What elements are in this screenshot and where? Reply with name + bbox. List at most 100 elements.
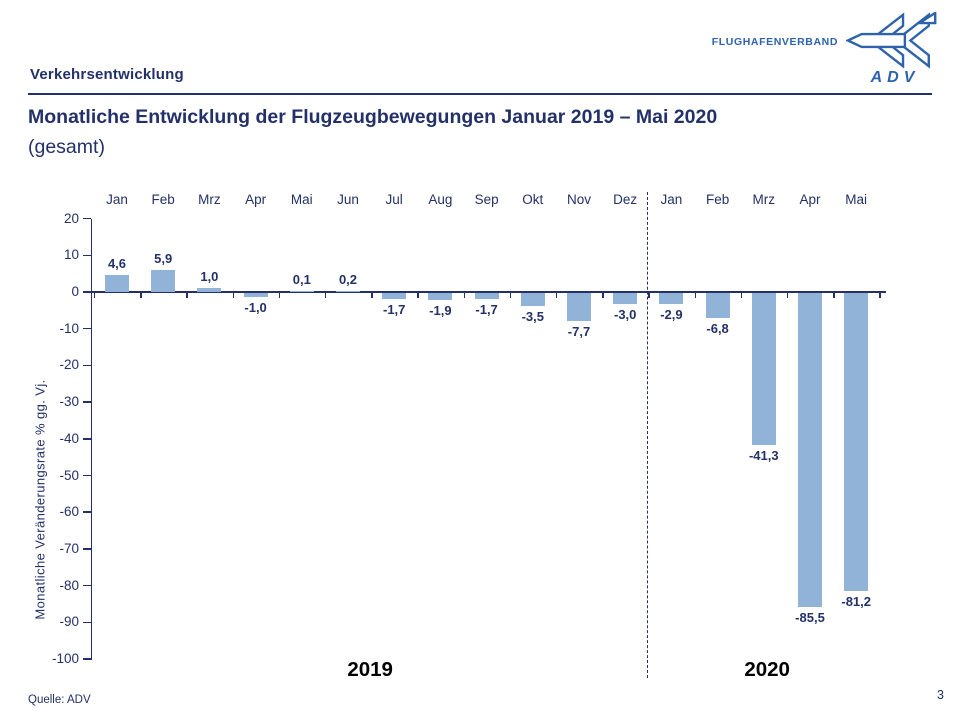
x-axis-tick — [694, 293, 696, 298]
bar-value-label: -1,7 — [382, 302, 406, 318]
x-axis-tick — [740, 293, 743, 298]
y-axis-tick — [82, 438, 91, 440]
chart-bar — [751, 293, 776, 445]
x-axis-tick — [879, 293, 881, 298]
y-axis-tick-label: -60 — [59, 504, 79, 520]
y-axis-tick-label: -100 — [51, 651, 79, 666]
y-axis-tick — [82, 511, 91, 513]
x-axis-tick — [602, 293, 604, 298]
x-axis-month-label: Nov — [566, 192, 591, 207]
chart-bar — [197, 288, 222, 292]
y-axis-tick-label: 20 — [63, 210, 79, 226]
logo-acronym-text: ADV — [870, 69, 920, 86]
x-axis-month-label: Sep — [474, 192, 499, 207]
year-label: 2020 — [744, 658, 790, 681]
y-axis-tick-label: -40 — [59, 430, 79, 446]
logo-brand-text: FLUGHAFENVERBAND — [711, 36, 838, 48]
y-axis-tick-label: -50 — [59, 467, 79, 483]
bar-value-label: -3,0 — [613, 307, 637, 322]
x-axis-tick — [509, 293, 512, 298]
x-axis-month-label: Jun — [337, 192, 359, 207]
x-axis-tick — [93, 293, 96, 298]
y-axis-tick — [82, 217, 91, 220]
y-axis-tick — [82, 584, 91, 587]
x-axis-month-label: Dez — [613, 192, 638, 207]
x-axis-tick — [278, 293, 281, 298]
x-axis-tick — [786, 293, 789, 298]
x-axis-tick — [463, 293, 465, 298]
y-axis-tick-label: -70 — [59, 540, 79, 556]
x-axis-tick — [232, 293, 234, 298]
y-axis-tick — [82, 548, 91, 550]
bar-value-label: 5,9 — [154, 251, 173, 267]
x-axis-tick — [648, 293, 650, 298]
bar-value-label: 0,1 — [292, 272, 311, 287]
x-axis-tick — [417, 293, 419, 298]
x-axis-month-label: Apr — [799, 192, 821, 207]
x-axis-tick — [555, 293, 558, 298]
chart-bar — [336, 291, 360, 292]
bar-value-label: 4,6 — [107, 256, 127, 272]
page-title: Monatliche Entwicklung der Flugzeugbeweg… — [28, 102, 717, 162]
chart-bar — [151, 270, 176, 292]
x-axis-month-label: Jul — [385, 192, 403, 207]
y-axis-tick-label: -30 — [59, 394, 79, 410]
y-axis-tick-label: 0 — [71, 284, 79, 299]
source-note: Quelle: ADV — [28, 694, 91, 706]
y-axis-tick — [82, 291, 91, 293]
y-axis-tick — [82, 327, 91, 330]
section-header: Verkehrsentwicklung — [30, 66, 184, 83]
y-axis-tick — [82, 658, 91, 660]
page-title-line2: (gesamt) — [28, 136, 105, 158]
chart-bar — [705, 293, 730, 318]
y-axis-tick — [82, 364, 91, 367]
x-axis-tick — [140, 293, 142, 298]
x-axis-month-label: Mrz — [752, 192, 776, 207]
bar-value-label: -3,5 — [521, 308, 544, 324]
x-axis-tick — [833, 293, 835, 298]
y-axis-tick-label: 10 — [63, 247, 79, 263]
y-axis-tick-label: -20 — [59, 357, 79, 373]
bar-value-label: -7,7 — [567, 324, 591, 340]
x-axis-month-label: Okt — [522, 192, 544, 207]
logo-mark: ADV — [846, 12, 938, 87]
x-axis-month-label: Feb — [705, 192, 730, 207]
x-axis-month-label: Apr — [245, 192, 267, 207]
y-axis-tick — [82, 474, 91, 477]
chart-bar — [428, 293, 453, 300]
chart-plot: 20 10 0 -10 -20 -30 -40 -50 -60 -70 -80 -90 -100 Jan 4… — [0, 190, 960, 690]
header-divider — [28, 93, 932, 95]
x-axis-month-label: Feb — [151, 192, 175, 207]
chart-bar — [520, 293, 545, 306]
page-title-line1: Monatliche Entwicklung der Flugzeugbeweg… — [28, 106, 718, 128]
y-axis-tick-label: -80 — [59, 577, 79, 593]
logo: FLUGHAFENVERBAND ADV — [712, 12, 938, 87]
chart-bar — [474, 293, 499, 300]
chart-bar — [243, 293, 268, 297]
x-axis-tick — [371, 293, 373, 298]
year-label: 2019 — [347, 658, 393, 681]
chart-bar — [613, 293, 638, 304]
chart-bar — [798, 293, 822, 607]
y-axis-tick — [82, 621, 91, 624]
y-axis-tick-label: -90 — [59, 614, 79, 630]
x-axis-month-label: Mai — [845, 192, 868, 207]
x-axis-month-label: Jan — [106, 192, 128, 207]
x-axis-month-label: Jan — [660, 192, 683, 207]
bar-value-label: -2,9 — [660, 306, 683, 322]
y-axis-tick-label: -10 — [59, 320, 79, 336]
bar-value-label: -85,5 — [795, 609, 825, 625]
y-axis-tick — [82, 254, 91, 257]
bar-value-label: 0,2 — [338, 272, 358, 287]
y-axis-tick — [82, 401, 91, 403]
bar-value-label: -1,0 — [244, 299, 267, 315]
x-axis-tick — [186, 293, 188, 298]
y-axis-title: Monatliche Veränderungsrate % gg. Vj. — [32, 379, 48, 620]
chart-bar — [567, 293, 591, 322]
bar-value-label: 1,0 — [200, 269, 219, 285]
bar-value-label: -81,2 — [841, 594, 871, 609]
chart-bar — [105, 275, 129, 292]
chart-bar — [659, 293, 684, 304]
page-number: 3 — [937, 688, 944, 702]
